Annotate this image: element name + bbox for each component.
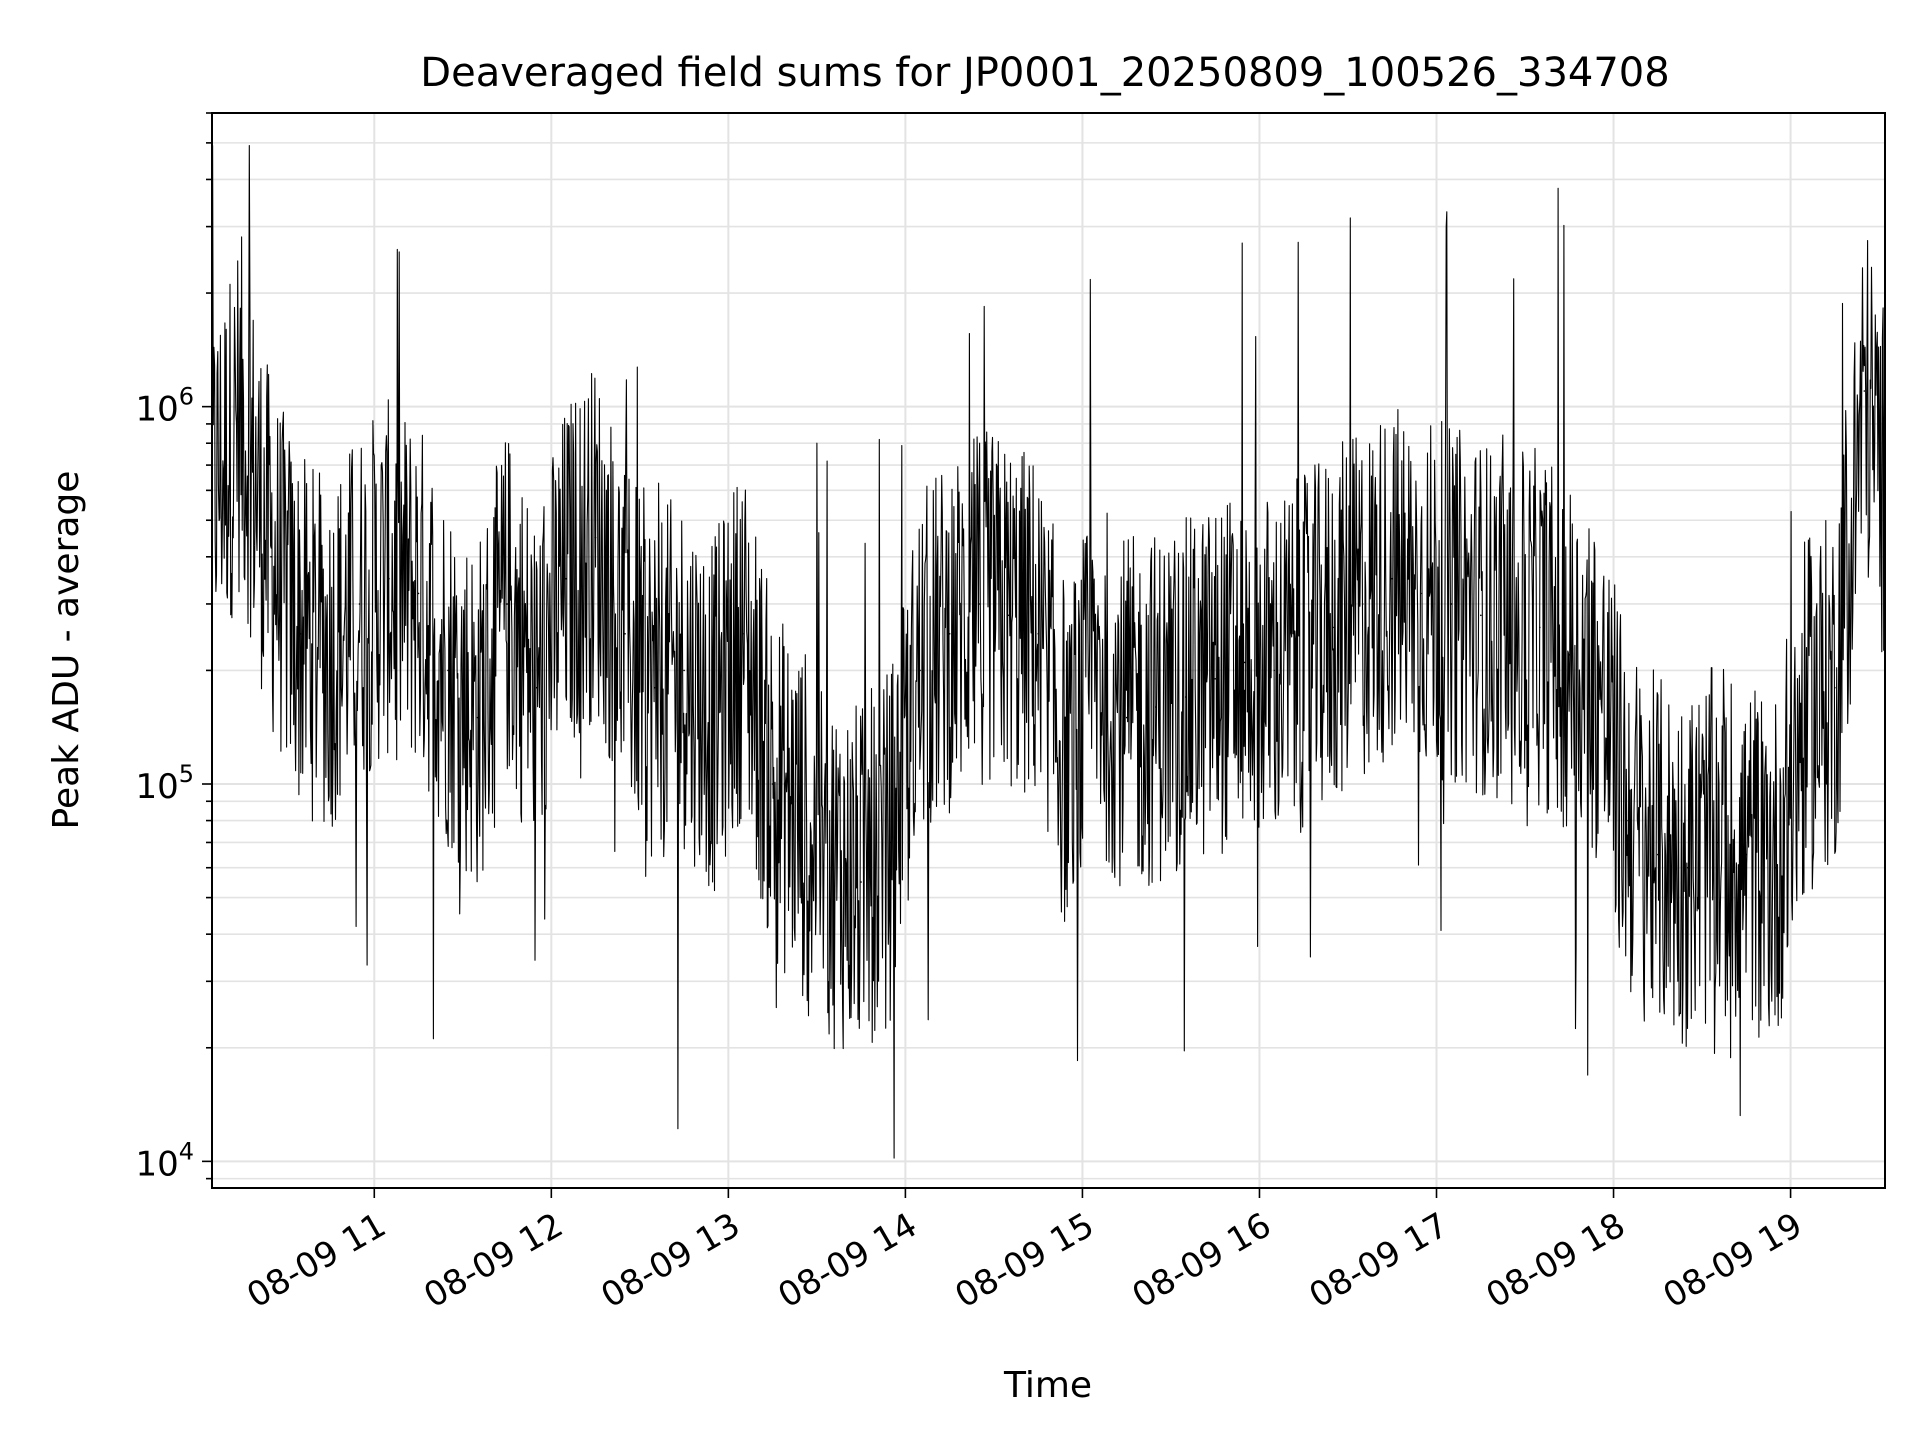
y-tick-label: 104	[135, 1137, 194, 1184]
data-point	[1361, 603, 1364, 605]
data-point	[1804, 716, 1807, 719]
data-point	[299, 633, 302, 635]
data-point	[388, 577, 390, 580]
y-tick-exponent: 4	[179, 1137, 194, 1165]
data-point	[712, 716, 715, 719]
data-point	[1568, 654, 1571, 656]
y-axis-label: Peak ADU - average	[46, 471, 87, 830]
data-point	[1184, 696, 1187, 698]
y-tick-base: 10	[135, 1144, 178, 1184]
data-point	[1302, 654, 1305, 656]
data-point	[417, 592, 420, 595]
data-point	[830, 866, 833, 869]
plot-frame	[211, 112, 1886, 1189]
data-point	[1066, 767, 1069, 770]
data-point	[742, 633, 744, 635]
data-point	[1332, 626, 1334, 629]
data-point	[1007, 614, 1010, 617]
data-point	[1539, 626, 1541, 629]
data-point	[1243, 661, 1246, 664]
chart-title: Deaveraged field sums for JP0001_2025080…	[420, 50, 1669, 96]
data-point	[1096, 669, 1098, 672]
data-point	[860, 881, 862, 883]
data-point	[1716, 841, 1718, 844]
data-point	[624, 633, 626, 635]
data-point	[919, 669, 921, 672]
data-point	[1509, 633, 1512, 635]
data-point	[565, 577, 567, 580]
y-tick-label: 105	[135, 760, 194, 807]
data-point	[1037, 633, 1039, 635]
data-point	[1273, 669, 1275, 672]
data-point	[771, 783, 774, 785]
data-point	[240, 414, 243, 416]
data-point	[1214, 678, 1216, 680]
y-tick-exponent: 6	[179, 383, 194, 411]
y-tick-label: 106	[135, 383, 194, 430]
data-point	[1686, 866, 1689, 869]
data-point	[1863, 390, 1866, 392]
data-point	[1627, 819, 1630, 822]
data-point	[476, 716, 479, 719]
data-point	[1450, 603, 1453, 605]
data-point	[1775, 866, 1777, 869]
data-point	[594, 536, 597, 539]
data-point	[801, 819, 803, 822]
data-point	[358, 603, 361, 605]
y-tick-exponent: 5	[179, 760, 194, 788]
data-point	[329, 654, 331, 656]
data-point	[1834, 686, 1836, 689]
data-point	[978, 603, 980, 605]
data-point	[683, 669, 685, 672]
data-point	[1598, 686, 1600, 689]
data-point	[1155, 706, 1157, 708]
data-point	[889, 841, 892, 844]
data-point	[948, 633, 951, 635]
data-point	[1421, 592, 1423, 595]
data-point	[1391, 577, 1393, 580]
y-tick-base: 10	[135, 767, 178, 807]
data-point	[270, 556, 272, 558]
data-point	[506, 603, 508, 605]
data-point	[653, 686, 656, 689]
data-point	[1745, 853, 1748, 856]
data-point	[535, 686, 538, 689]
data-point	[1657, 853, 1659, 856]
series-line	[211, 144, 1886, 1159]
data-layer	[211, 144, 1886, 1159]
data-point	[1125, 716, 1128, 719]
y-tick-base: 10	[135, 390, 178, 430]
x-axis-label: Time	[1003, 1365, 1092, 1406]
data-point	[447, 669, 449, 672]
data-point	[1480, 614, 1482, 617]
